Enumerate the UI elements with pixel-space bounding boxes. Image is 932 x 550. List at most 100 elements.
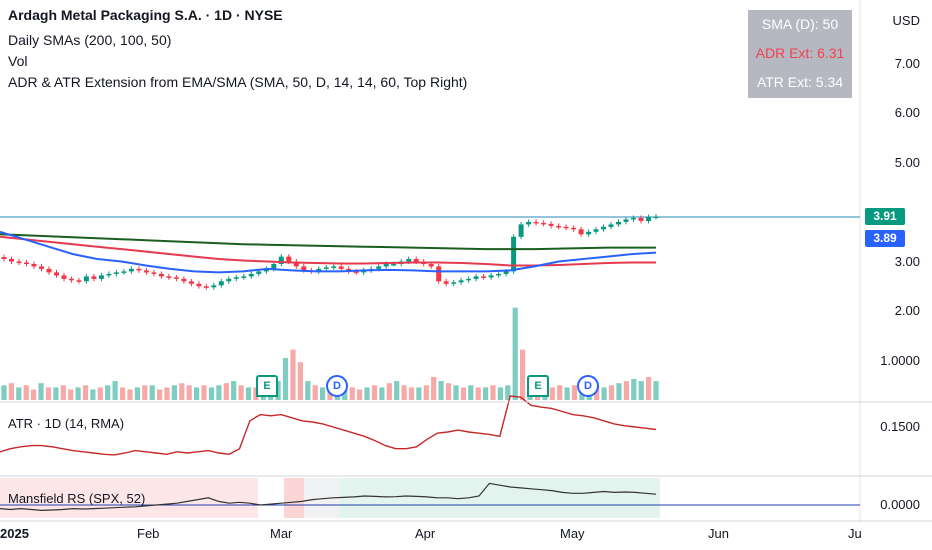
- volume-bar: [97, 387, 103, 400]
- adr-atr-legend[interactable]: ADR & ATR Extension from EMA/SMA (SMA, 5…: [8, 74, 468, 90]
- rs-band-negative-2: [284, 478, 304, 518]
- time-label-feb: Feb: [137, 526, 160, 541]
- volume-bar: [171, 385, 177, 400]
- volume-bar: [194, 387, 200, 400]
- candle-body: [24, 262, 29, 264]
- candle-body: [563, 226, 569, 229]
- candle-body: [488, 275, 494, 278]
- volume-bar: [216, 385, 222, 400]
- volume-bar: [1, 385, 7, 400]
- volume-bar: [142, 385, 148, 400]
- volume-bar: [371, 385, 378, 400]
- rs-line: [0, 482, 657, 512]
- last-price-tag: 3.91: [865, 208, 905, 225]
- candle-body: [586, 231, 592, 235]
- earnings-marker-2[interactable]: E: [527, 375, 549, 397]
- candle-body: [278, 256, 284, 264]
- candle-body: [436, 266, 442, 282]
- candle-body: [9, 259, 14, 262]
- candle-body: [533, 221, 539, 224]
- candle-body: [188, 281, 194, 284]
- atr-tick: 0.1500: [880, 419, 920, 434]
- volume-bar: [82, 385, 89, 400]
- candle-body: [458, 280, 464, 283]
- volume-bar: [105, 385, 111, 400]
- atr-pane-label[interactable]: ATR · 1D (14, RMA): [8, 416, 125, 431]
- candle-body: [496, 273, 502, 276]
- volume-bar: [364, 387, 370, 400]
- candle-body: [526, 221, 532, 225]
- volume-bar: [453, 385, 459, 400]
- time-label-may: May: [560, 526, 585, 541]
- candle-body: [54, 272, 59, 276]
- candle-body: [593, 229, 599, 232]
- rs-pane-label[interactable]: Mansfield RS (SPX, 52): [8, 491, 146, 506]
- volume-bar: [497, 387, 503, 400]
- volume-bar: [438, 381, 444, 400]
- candle-body: [631, 217, 636, 220]
- volume-bar: [119, 387, 126, 400]
- vol-legend[interactable]: Vol: [8, 53, 28, 69]
- symbol-title[interactable]: Ardagh Metal Packaging S.A. · 1D · NYSE: [8, 7, 283, 23]
- sma-200-line: [0, 233, 656, 251]
- candle-body: [353, 271, 359, 273]
- candle-body: [301, 266, 307, 271]
- volume-bar: [164, 387, 170, 400]
- candle-body: [158, 273, 164, 277]
- volume-bar: [386, 383, 392, 400]
- earnings-marker-1[interactable]: E: [256, 375, 278, 397]
- volume-bar: [638, 381, 644, 400]
- volume-bar: [394, 381, 400, 400]
- candle-body: [211, 285, 217, 288]
- candle-body: [323, 267, 329, 269]
- candle-body: [271, 264, 277, 269]
- grid-lines: [0, 0, 861, 522]
- candle-body: [316, 268, 322, 272]
- dividend-marker-2[interactable]: D: [577, 375, 599, 397]
- candle-body: [128, 268, 134, 272]
- extension-info-box: SMA (D): 50 ADR Ext: 6.31 ATR Ext: 5.34: [748, 10, 852, 98]
- candle-body: [136, 268, 142, 271]
- volume-bar: [60, 385, 66, 400]
- volume-bar: [68, 389, 74, 400]
- volume-bar: [231, 381, 237, 400]
- volume-bar: [253, 387, 259, 400]
- candle-body: [578, 229, 584, 235]
- volume-bar: [75, 387, 81, 400]
- volume-bar: [549, 387, 555, 400]
- volume-bar: [127, 389, 133, 400]
- candle-body: [181, 278, 187, 282]
- sma-50-line: [0, 230, 657, 274]
- volume-bar: [208, 387, 215, 400]
- candle-body: [256, 271, 262, 274]
- dividend-marker-1[interactable]: D: [326, 375, 348, 397]
- candle-body: [428, 264, 434, 267]
- sma-legend[interactable]: Daily SMAs (200, 100, 50): [8, 32, 172, 48]
- time-label-2025: 2025: [0, 526, 29, 541]
- volume-bar: [201, 385, 207, 400]
- volume-bar: [557, 385, 563, 400]
- volume-bar: [312, 385, 318, 400]
- candle-body: [293, 261, 299, 267]
- volume-bar: [275, 381, 281, 400]
- atr-ext-label: ATR Ext: 5.34: [756, 74, 844, 90]
- price-tick-7: 7.00: [894, 56, 920, 71]
- rs-series: [0, 482, 657, 512]
- volume-bar: [423, 385, 429, 400]
- candle-body: [518, 224, 524, 237]
- candle-body: [31, 264, 37, 267]
- volume-bar: [608, 385, 615, 400]
- candle-body: [68, 278, 74, 281]
- candle-body: [443, 281, 449, 284]
- candle-body: [556, 225, 562, 228]
- candle-body: [233, 277, 239, 279]
- candle-body: [466, 278, 472, 281]
- currency-label[interactable]: USD: [892, 13, 920, 28]
- candle-body: [338, 266, 344, 269]
- rs-background-bands: [0, 478, 860, 518]
- volume-bar: [8, 383, 14, 400]
- volume-bar: [90, 389, 96, 400]
- volume-bar: [653, 381, 659, 400]
